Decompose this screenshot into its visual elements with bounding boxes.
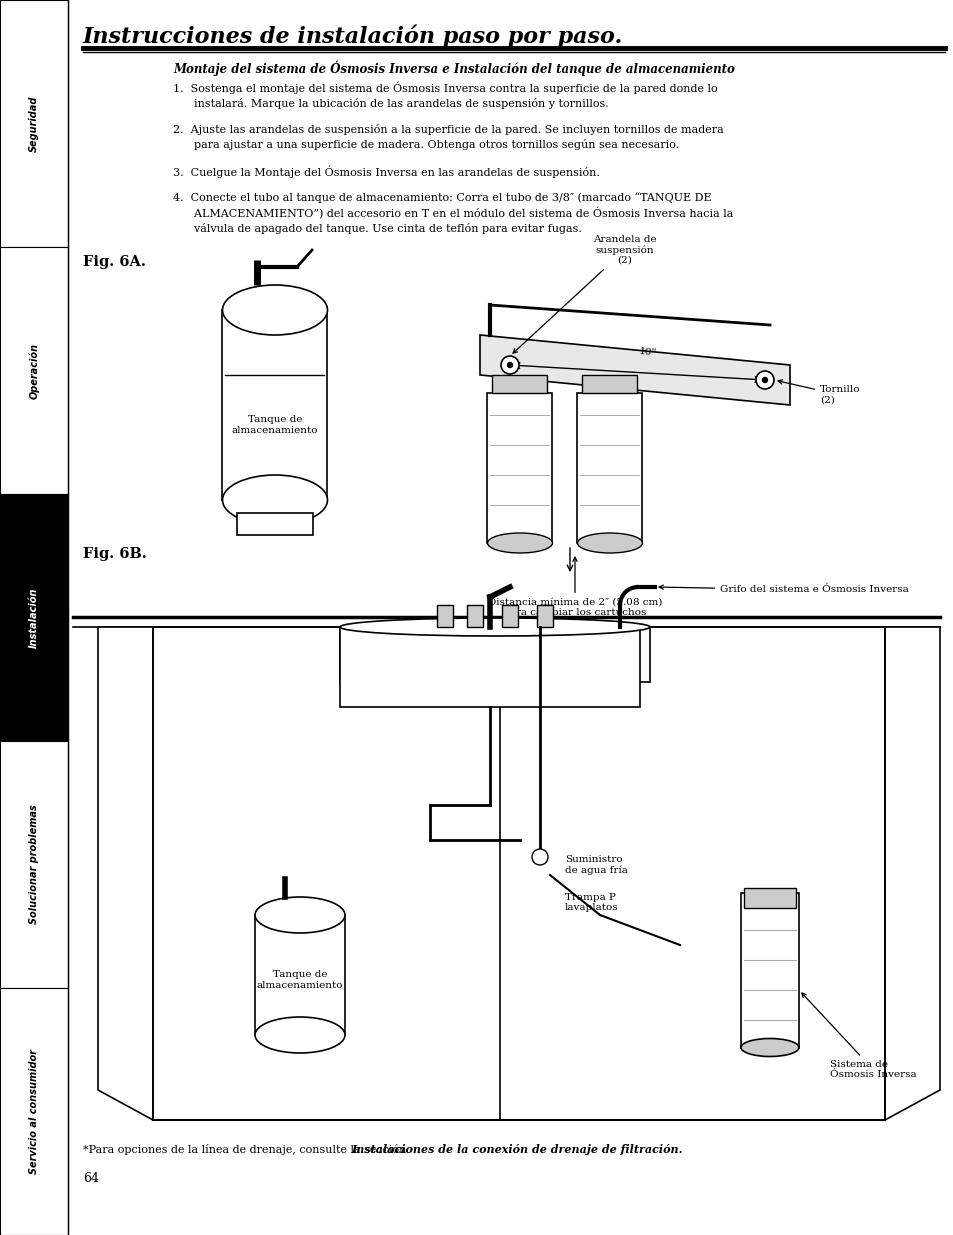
Text: *Para opciones de la línea de drenaje, consulte la sección: *Para opciones de la línea de drenaje, c… — [83, 1144, 410, 1155]
Text: Distancia mínima de 2″ (5.08 cm)
para cambiar los cartuchos: Distancia mínima de 2″ (5.08 cm) para ca… — [487, 557, 661, 618]
Bar — [0, 741, 68, 988]
Polygon shape — [98, 627, 152, 1120]
Ellipse shape — [339, 618, 649, 636]
Text: Tanque de
almacenamiento: Tanque de almacenamiento — [256, 971, 343, 989]
Text: 64: 64 — [83, 1172, 99, 1186]
Text: Fig. 6A.: Fig. 6A. — [83, 254, 146, 269]
Bar — [339, 627, 639, 706]
Text: 2.  Ajuste las arandelas de suspensión a la superficie de la pared. Se incluyen : 2. Ajuste las arandelas de suspensión a … — [172, 124, 723, 149]
Bar — [0, 494, 68, 741]
Circle shape — [761, 378, 767, 383]
Text: 1.  Sostenga el montaje del sistema de Ósmosis Inversa contra la superficie de l: 1. Sostenga el montaje del sistema de Ós… — [172, 82, 717, 109]
Text: Tornillo
(2): Tornillo (2) — [778, 380, 860, 405]
Bar — [222, 310, 327, 500]
Text: Seguridad: Seguridad — [29, 95, 39, 152]
Bar — [487, 393, 552, 543]
Bar — [436, 605, 453, 627]
Text: Operación: Operación — [29, 342, 39, 399]
Text: Instalaciones de la conexión de drenaje de filtración.: Instalaciones de la conexión de drenaje … — [351, 1144, 682, 1155]
Bar — [582, 375, 637, 393]
Circle shape — [532, 848, 547, 864]
Text: Montaje del sistema de Ósmosis Inversa e Instalación del tanque de almacenamient: Montaje del sistema de Ósmosis Inversa e… — [172, 61, 734, 75]
Bar — [537, 605, 553, 627]
Ellipse shape — [254, 1016, 345, 1053]
Polygon shape — [884, 627, 939, 1120]
Bar — [740, 893, 799, 1047]
Ellipse shape — [222, 285, 327, 335]
Bar — [0, 988, 68, 1235]
Bar — [577, 393, 641, 543]
Text: 10": 10" — [638, 347, 657, 357]
Text: Solucionar problemas: Solucionar problemas — [29, 805, 39, 924]
Ellipse shape — [577, 534, 641, 553]
Ellipse shape — [487, 534, 552, 553]
Text: Instrucciones de instalación paso por paso.: Instrucciones de instalación paso por pa… — [83, 25, 622, 48]
Text: Grifo del sistema e Ósmosis Inversa: Grifo del sistema e Ósmosis Inversa — [659, 585, 908, 594]
Text: Arandela de
suspensión
(2): Arandela de suspensión (2) — [513, 235, 656, 353]
Bar — [492, 375, 547, 393]
Text: Fig. 6B.: Fig. 6B. — [83, 547, 147, 561]
Text: Sistema de
Ósmosis Inversa: Sistema de Ósmosis Inversa — [801, 993, 916, 1079]
Bar — [0, 0, 68, 247]
Ellipse shape — [740, 1039, 799, 1056]
Text: Instalación: Instalación — [29, 588, 39, 647]
Circle shape — [507, 363, 512, 368]
Bar — [743, 888, 795, 908]
Text: 3.  Cuelgue la Montaje del Ósmosis Inversa en las arandelas de suspensión.: 3. Cuelgue la Montaje del Ósmosis Invers… — [172, 165, 599, 179]
Bar — [339, 627, 649, 682]
Text: Suministro
de agua fría: Suministro de agua fría — [564, 855, 627, 876]
Ellipse shape — [222, 475, 327, 525]
Bar — [236, 513, 313, 535]
Bar — [254, 915, 345, 1035]
Ellipse shape — [254, 897, 345, 932]
Circle shape — [500, 356, 518, 374]
Bar — [0, 247, 68, 494]
Text: Tanque de
almacenamiento: Tanque de almacenamiento — [232, 415, 318, 435]
Text: Servicio al consumidor: Servicio al consumidor — [29, 1049, 39, 1174]
Text: Trampa P
lavaplatos: Trampa P lavaplatos — [564, 893, 618, 913]
Polygon shape — [479, 335, 789, 405]
Circle shape — [755, 370, 773, 389]
Bar — [501, 605, 517, 627]
Text: 4.  Conecte el tubo al tanque de almacenamiento: Corra el tubo de 3/8″ (marcado : 4. Conecte el tubo al tanque de almacena… — [172, 191, 733, 233]
Bar — [467, 605, 482, 627]
